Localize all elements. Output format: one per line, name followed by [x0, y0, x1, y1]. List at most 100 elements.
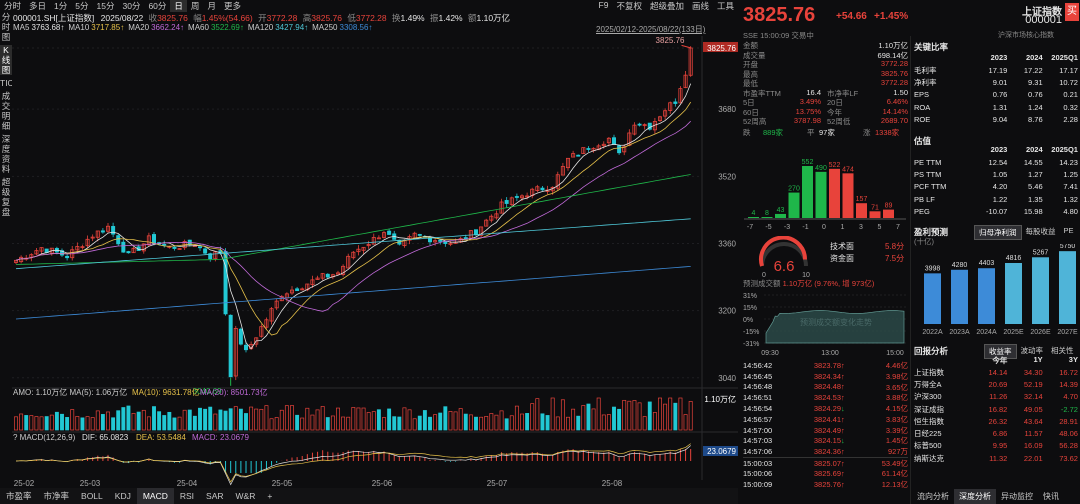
price-tick: 3200 [718, 307, 736, 316]
candle-body [387, 230, 392, 235]
candle-body [612, 137, 617, 145]
view-tab[interactable]: K线图 [0, 45, 12, 75]
earnings-tab[interactable]: 归母净利润 [974, 225, 1022, 240]
period-tab[interactable]: 多日 [29, 0, 47, 11]
indicator-tab[interactable]: SAR [206, 491, 224, 501]
tick-time: 14:57:00 [743, 425, 773, 435]
volume-bar [601, 414, 606, 431]
tick-time: 14:56:48 [743, 382, 773, 392]
volume-bar [560, 399, 565, 431]
indicator-tab[interactable]: RSI [179, 491, 195, 501]
row-label: EPS [914, 90, 930, 100]
macd-value: MACD: 23.0679 [192, 433, 249, 442]
kline-chart[interactable]: 3825.76 3680 3520 3360 3200 3040 3825.76 3040.6… [12, 36, 738, 488]
earnings-tab[interactable]: 每股收益 [1025, 227, 1056, 236]
bottom-tab[interactable]: 异动监控 [1001, 492, 1033, 501]
row-value: 8.76 [1028, 114, 1043, 124]
tick-direction-icon: ↑ [841, 468, 845, 478]
volume-bar [192, 415, 197, 431]
period-tab[interactable]: 日 [170, 0, 187, 12]
earnings-value-label: 3998 [925, 265, 941, 272]
x-tick: 25-05 [272, 479, 293, 488]
toolbar-action[interactable]: 不复权 [616, 0, 642, 11]
earnings-tab[interactable]: PE [1063, 226, 1074, 235]
row-value: 34.30 [1023, 367, 1043, 377]
view-tab[interactable]: TICK [0, 78, 20, 88]
index-code-right: 000001 [1025, 14, 1062, 26]
indicator-tab[interactable]: W&R [235, 491, 256, 501]
toolbar-action[interactable]: 超级叠加 [649, 0, 684, 11]
indicator-tab[interactable]: MACD [136, 488, 174, 504]
indicator-tab[interactable]: 市盈率 [6, 491, 32, 501]
view-tab[interactable]: 超级复盘 [1, 177, 11, 217]
volume-bar [617, 408, 622, 431]
indicator-tab[interactable]: KDJ [114, 491, 131, 501]
indicator-tab[interactable]: 市净率 [43, 491, 70, 501]
stat-label: 开盘 [743, 60, 758, 69]
volume-bar [300, 417, 305, 431]
period-tab[interactable]: 5分 [75, 0, 89, 11]
toolbar-action[interactable]: F9 [598, 0, 609, 10]
toolbar-action[interactable]: 画线 [691, 0, 709, 11]
volume-bar [535, 398, 540, 431]
candle-body [448, 242, 453, 245]
amplitude-value: 1.42% [438, 13, 463, 23]
period-tab[interactable]: 1分 [54, 0, 68, 11]
breadth-flat: 97家 [819, 127, 835, 137]
volume-bar [361, 407, 366, 431]
volume-bar [29, 415, 34, 431]
tick-time: 14:56:54 [743, 404, 773, 414]
bottom-tab[interactable]: 深度分析 [954, 489, 996, 504]
tick-price: 3825.07 [813, 458, 841, 468]
returns-row: 恒生指数 26.32 43.64 28.91 [914, 415, 1078, 427]
last-price-marker [703, 41, 738, 52]
returns-row: 上证指数 14.14 34.30 16.72 [914, 366, 1078, 378]
period-tab[interactable]: 分时 [4, 0, 22, 11]
dist-x-tick: 7 [896, 224, 900, 231]
dist-x-tick: 5 [878, 224, 882, 231]
indicator-tab[interactable]: BOLL [81, 491, 103, 501]
candle-body [560, 166, 565, 176]
indicator-tab[interactable]: + [267, 491, 273, 501]
view-tab[interactable]: 深度资料 [1, 134, 11, 174]
row-value: 14.23 [1059, 157, 1078, 167]
tech-score: 5.8分 [885, 242, 905, 251]
returns-tab[interactable]: 波动率 [1020, 346, 1044, 355]
x-tick: 25-07 [487, 479, 508, 488]
date-range[interactable]: 2025/02/12-2025/08/22(133日) [596, 25, 706, 34]
period-tab[interactable]: 月 [207, 0, 216, 11]
period-tab[interactable]: 周 [190, 0, 200, 11]
tick-direction-icon: ↑ [841, 479, 845, 489]
toolbar-action[interactable]: 工具 [716, 0, 734, 11]
candle-body [617, 145, 622, 154]
returns-tab[interactable]: 收益率 [984, 344, 1017, 359]
period-tab[interactable]: 30分 [122, 0, 141, 11]
ma-label: MA5 [13, 23, 30, 32]
stat-label: 今年 [827, 107, 842, 117]
volume-bar [407, 409, 412, 431]
row-value: 20.69 [988, 379, 1008, 389]
view-tab[interactable]: 分时图 [1, 12, 11, 42]
volume-bar [428, 416, 432, 431]
bottom-analysis-tabs: 流向分析 深度分析 异动监控 快讯 [912, 489, 1080, 504]
period-tab[interactable]: 60分 [148, 0, 167, 11]
buy-button[interactable]: 买 [1065, 3, 1079, 21]
fvol-y-tick: 31% [743, 293, 757, 300]
returns-tab[interactable]: 相关性 [1051, 346, 1074, 355]
view-tab[interactable]: 成交明细 [1, 91, 11, 131]
candle-body [315, 277, 320, 280]
row-value: 4.80 [1063, 206, 1078, 216]
period-tab[interactable]: 15分 [96, 0, 115, 11]
ratios-row: 毛利率 17.19 17.22 17.17 [914, 64, 1078, 76]
kline-date: 2025/08/22 [100, 13, 144, 23]
row-value: 0.32 [1063, 102, 1078, 112]
period-tab[interactable]: 更多 [223, 0, 241, 11]
volume-bar [545, 415, 550, 431]
volume-bar [376, 409, 381, 431]
volume-bar [259, 408, 264, 431]
candle-body [688, 47, 693, 76]
bottom-tab[interactable]: 流向分析 [917, 492, 949, 501]
row-value: 48.06 [1059, 429, 1078, 439]
earnings-value-label: 5750 [1060, 244, 1076, 250]
bottom-tab[interactable]: 快讯 [1043, 492, 1059, 501]
